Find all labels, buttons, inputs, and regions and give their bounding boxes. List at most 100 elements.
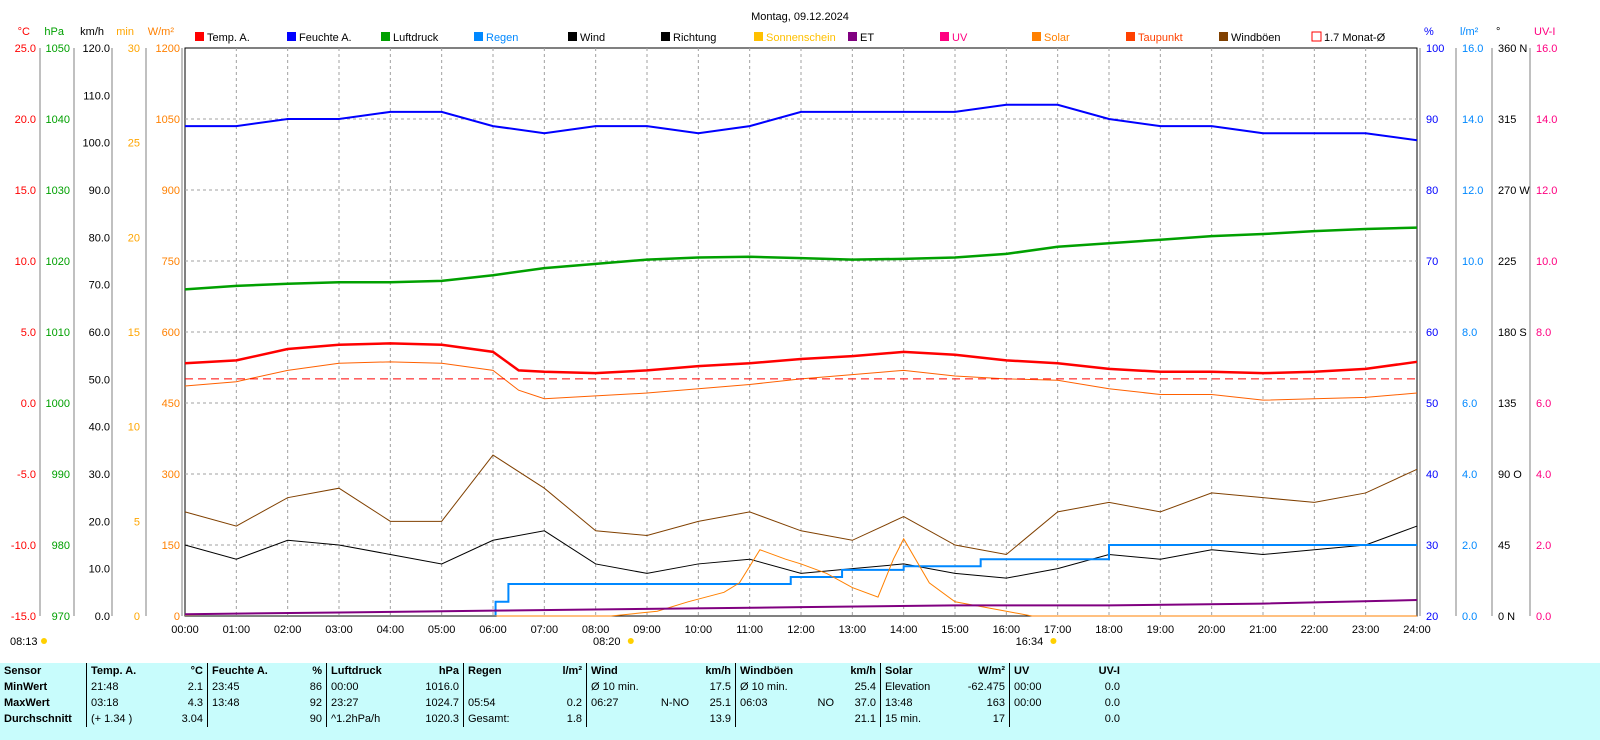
legend-swatch	[940, 32, 949, 41]
x-tick-label: 04:00	[377, 624, 405, 636]
x-tick-label: 24:00	[1403, 624, 1431, 636]
axis-tick-right: 4.0	[1536, 469, 1551, 481]
axis-tick-right: 6.0	[1536, 398, 1551, 410]
stats-rain-max-time: 05:54	[463, 695, 542, 711]
axis-tick-right: 30	[1426, 540, 1438, 552]
axis-tick-left: 1030	[46, 185, 70, 197]
x-tick-label: 14:00	[890, 624, 918, 636]
axis-tick-left: 25	[128, 138, 140, 150]
axis-tick-right: 80	[1426, 185, 1438, 197]
stats-press-unit: hPa	[438, 665, 459, 677]
axis-tick-right: 50	[1426, 398, 1438, 410]
series-wind	[184, 525, 1418, 579]
legend-swatch	[848, 32, 857, 41]
x-tick-label: 19:00	[1147, 624, 1175, 636]
x-tick-label: 23:00	[1352, 624, 1380, 636]
axis-unit-right: °	[1496, 26, 1500, 38]
stats-rain-max: 0.2	[566, 697, 582, 709]
axis-tick-left: 0	[134, 611, 140, 623]
axis-tick-left: 20.0	[89, 516, 110, 528]
x-tick-label: 21:00	[1249, 624, 1277, 636]
stats-temp-unit: °C	[190, 665, 203, 677]
axis-tick-left: 990	[52, 469, 70, 481]
sunrise-label: 08:20	[593, 636, 621, 648]
stats-solar-r1-label: Elevation	[880, 679, 949, 695]
stats-solar-r1: -62.475	[967, 681, 1005, 693]
axis-tick-left: 70.0	[89, 280, 110, 292]
axis-tick-left: 5	[134, 516, 140, 528]
sunset-marker	[1050, 638, 1057, 644]
stats-uv-max: 0.0	[1104, 697, 1120, 709]
stats-uv-max-time: 00:00	[1009, 695, 1078, 711]
axis-tick-right: 14.0	[1536, 114, 1557, 126]
legend-swatch	[1126, 32, 1135, 41]
legend-swatch	[661, 32, 670, 41]
stats-solar-r3: 17	[992, 713, 1005, 725]
legend-label: ET	[860, 32, 874, 44]
stats-wind-r2-time: 06:27	[586, 695, 645, 711]
series-windb-en	[184, 454, 1418, 556]
stats-row-avg-label: Durchschnitt	[4, 713, 72, 725]
axis-tick-left: 1010	[46, 327, 70, 339]
axis-tick-right: 16.0	[1536, 43, 1557, 55]
axis-tick-left: 15	[128, 327, 140, 339]
axis-unit-left: °C	[18, 26, 30, 38]
axis-tick-left: 0.0	[21, 398, 36, 410]
axis-unit-left: hPa	[44, 26, 64, 38]
stats-hum-avg: 90	[309, 713, 322, 725]
stats-gust-r3: 21.1	[854, 713, 876, 725]
x-tick-label: 22:00	[1301, 624, 1329, 636]
x-tick-label: 20:00	[1198, 624, 1226, 636]
axis-tick-left: 10	[128, 422, 140, 434]
stats-uv-min-time: 00:00	[1009, 679, 1078, 695]
axis-tick-left: 15.0	[15, 185, 36, 197]
axis-tick-left: 300	[162, 469, 180, 481]
axis-tick-left: 0.0	[95, 611, 110, 623]
axis-tick-left: 1020	[46, 256, 70, 268]
stats-hum-min-time: 23:45	[207, 679, 290, 695]
axis-tick-right: 16.0	[1462, 43, 1483, 55]
stats-rain-header: Regen	[463, 663, 542, 679]
sunrise-marker	[627, 638, 634, 644]
x-tick-label: 09:00	[633, 624, 661, 636]
legend-label: Luftdruck	[393, 32, 439, 44]
axis-tick-right: 10.0	[1462, 256, 1483, 268]
stats-press-avg-note: ^1.2hPa/h	[326, 711, 409, 727]
legend-label: Solar	[1044, 32, 1070, 44]
axis-tick-left: 0	[174, 611, 180, 623]
stats-temp-max: 4.3	[187, 697, 203, 709]
axis-tick-right: 14.0	[1462, 114, 1483, 126]
x-tick-label: 00:00	[171, 624, 199, 636]
axis-tick-right: 0 N	[1498, 611, 1515, 623]
axis-tick-right: 90 O	[1498, 469, 1522, 481]
axis-tick-left: -5.0	[17, 469, 36, 481]
stats-solar-unit: W/m²	[978, 665, 1005, 677]
stats-press-header: Luftdruck	[326, 663, 409, 679]
stats-gust-r1: 25.4	[854, 681, 876, 693]
axis-tick-right: 315	[1498, 114, 1516, 126]
stats-uv-min: 0.0	[1104, 681, 1120, 693]
legend-swatch	[195, 32, 204, 41]
x-tick-label: 18:00	[1095, 624, 1123, 636]
axis-tick-right: 180 S	[1498, 327, 1527, 339]
stats-press-min-time: 00:00	[326, 679, 409, 695]
stats-wind-r2: 25.1	[709, 697, 731, 709]
axis-tick-left: 40.0	[89, 422, 110, 434]
stats-gust-r1-label: Ø 10 min.	[735, 679, 808, 695]
axis-tick-right: 4.0	[1462, 469, 1477, 481]
x-tick-label: 16:00	[993, 624, 1021, 636]
axis-tick-right: 60	[1426, 327, 1438, 339]
series-temp-a-	[184, 342, 1418, 375]
stats-solar-r2: 163	[986, 697, 1005, 709]
stats-rain-total-label: Gesamt:	[463, 711, 542, 727]
axis-tick-left: 20.0	[15, 114, 36, 126]
stats-press-avg: 1020.3	[425, 713, 459, 725]
axis-tick-right: 0.0	[1536, 611, 1551, 623]
stats-press-max-time: 23:27	[326, 695, 409, 711]
weather-chart: Montag, 09.12.2024 Temp. A. Feuchte A. Luft…	[10, 11, 1557, 648]
x-tick-label: 05:00	[428, 624, 456, 636]
daylength-label: 08:13	[10, 636, 38, 648]
axis-unit-left: min	[116, 26, 134, 38]
x-tick-label: 17:00	[1044, 624, 1072, 636]
axis-tick-right: 10.0	[1536, 256, 1557, 268]
